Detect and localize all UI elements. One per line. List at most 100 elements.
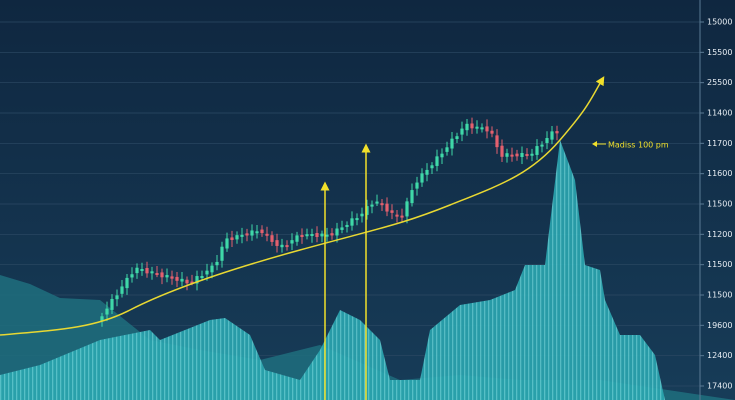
- candle-body: [335, 228, 339, 236]
- candle-body: [410, 190, 414, 204]
- candle-body: [240, 234, 244, 237]
- y-tick-label: 11600: [707, 169, 732, 178]
- candle-body: [300, 235, 304, 238]
- candle-body: [155, 273, 159, 276]
- candle-body: [130, 274, 134, 278]
- y-tick-label: 11400: [707, 109, 732, 118]
- candle-body: [185, 279, 189, 284]
- candle-body: [215, 261, 219, 266]
- candle-body: [235, 235, 239, 240]
- candle-body: [535, 146, 539, 155]
- candle-body: [225, 238, 229, 249]
- candle-body: [540, 144, 544, 147]
- annotation-arrow-head: [592, 141, 597, 147]
- candle-body: [245, 233, 249, 236]
- candle-body: [555, 131, 559, 134]
- candle-body: [205, 270, 209, 275]
- volume-area: [0, 140, 665, 400]
- candle-body: [160, 272, 164, 278]
- candle-body: [295, 235, 299, 242]
- candle-body: [255, 231, 259, 234]
- candle-body: [140, 268, 144, 271]
- candle-body: [405, 201, 409, 217]
- candle-body: [495, 135, 499, 148]
- y-tick-label: 25500: [707, 78, 732, 87]
- candle-body: [490, 130, 494, 134]
- candle-body: [310, 233, 314, 237]
- candle-body: [450, 138, 454, 149]
- candle-body: [525, 153, 529, 157]
- candle-body: [105, 308, 109, 315]
- candle-body: [265, 233, 269, 236]
- candle-body: [415, 182, 419, 189]
- candle-body: [285, 245, 289, 248]
- candle-body: [135, 267, 139, 274]
- candle-body: [470, 123, 474, 129]
- candle-body: [320, 233, 324, 237]
- candle-body: [465, 123, 469, 131]
- candle-body: [165, 275, 169, 278]
- candle-body: [170, 276, 174, 279]
- candle-body: [500, 145, 504, 157]
- candle-body: [380, 203, 384, 206]
- candle-body: [270, 235, 274, 242]
- y-tick-label: 15000: [707, 18, 732, 27]
- candle-body: [150, 271, 154, 274]
- candle-body: [345, 224, 349, 227]
- candle-body: [340, 227, 344, 230]
- candle-body: [190, 281, 194, 284]
- candle-body: [210, 265, 214, 273]
- candle-body: [260, 229, 264, 234]
- candle-body: [370, 204, 374, 207]
- y-tick-label: 11200: [707, 230, 732, 239]
- candle-body: [230, 237, 234, 240]
- candle-body: [440, 153, 444, 158]
- candle-body: [145, 267, 149, 274]
- candle-body: [375, 201, 379, 204]
- candle-body: [355, 218, 359, 221]
- candle-body: [475, 126, 479, 129]
- candle-body: [115, 295, 119, 300]
- candle-body: [100, 316, 104, 322]
- candle-body: [350, 218, 354, 226]
- candle-body: [530, 153, 534, 156]
- candle-body: [420, 173, 424, 183]
- candle-body: [480, 127, 484, 130]
- candle-body: [360, 213, 364, 217]
- candle-body: [385, 203, 389, 212]
- candle-body: [425, 169, 429, 175]
- candle-body: [110, 298, 114, 310]
- y-tick-label: 17400: [707, 382, 732, 391]
- candle-body: [485, 126, 489, 132]
- candle-body: [435, 156, 439, 166]
- y-tick-label: 12400: [707, 351, 732, 360]
- candle-body: [515, 153, 519, 157]
- candle-body: [430, 165, 434, 169]
- y-tick-label: 11700: [707, 139, 732, 148]
- candle-body: [120, 286, 124, 294]
- candle-body: [195, 276, 199, 284]
- candle-body: [325, 234, 329, 237]
- y-tick-label: 15500: [707, 48, 732, 57]
- candle-body: [305, 234, 309, 237]
- candle-body: [365, 206, 369, 215]
- candle-body: [545, 138, 549, 143]
- candle-body: [315, 233, 319, 237]
- candle-body: [460, 128, 464, 135]
- candle-body: [180, 278, 184, 282]
- candle-body: [505, 153, 509, 157]
- candle-body: [550, 131, 554, 140]
- candle-body: [275, 240, 279, 246]
- candle-body: [330, 233, 334, 236]
- candle-body: [250, 230, 254, 236]
- candle-body: [520, 153, 524, 157]
- candle-body: [175, 276, 179, 281]
- moving-average: [0, 76, 605, 336]
- y-tick-label: 11500: [707, 291, 732, 300]
- annotation: Madiss 100 pm: [608, 141, 669, 150]
- candle-body: [395, 214, 399, 217]
- y-axis: 15000 15500 25500 11400 11700 11600 11500 11200…: [700, 18, 732, 391]
- candle-body: [200, 276, 204, 279]
- y-tick-label: 11500: [707, 260, 732, 269]
